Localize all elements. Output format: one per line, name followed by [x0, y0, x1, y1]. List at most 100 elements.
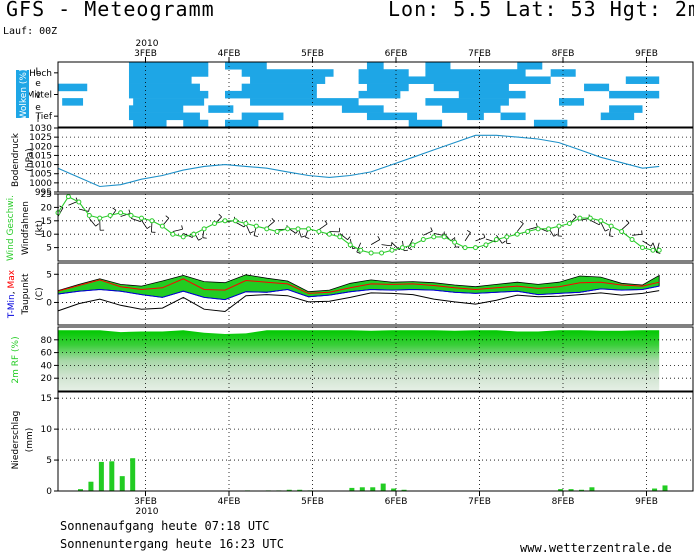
- wind-speed-point: [630, 238, 634, 242]
- wind-barb: [151, 222, 152, 232]
- x-tick-label-bottom: 9FEB: [635, 497, 658, 507]
- wind-barb: [465, 233, 470, 241]
- wind-speed-point: [484, 243, 488, 247]
- wind-speed-point: [400, 246, 404, 250]
- x-tick-label-bottom: 6FEB: [385, 497, 408, 507]
- wind-speed-point: [307, 227, 311, 231]
- pressure-line: [58, 135, 659, 186]
- cloud-cell: [409, 120, 442, 128]
- wind-speed-point: [599, 219, 603, 223]
- wind-barb: [476, 237, 485, 240]
- x-tick-label-bottom: 3FEB: [134, 497, 157, 507]
- wind-barb: [423, 231, 432, 235]
- wind-speed-point: [369, 251, 373, 255]
- y-tick-label: 0: [46, 298, 52, 308]
- wind-barb: [68, 201, 77, 205]
- y-tick-label: 60: [41, 349, 53, 359]
- y-tick-label: 15: [41, 394, 52, 404]
- wind-barb-flag: [467, 230, 470, 232]
- cloud-cell: [225, 62, 267, 70]
- precip-bar: [360, 487, 365, 491]
- wind-barb: [142, 220, 148, 228]
- cloud-cell: [359, 69, 409, 77]
- cloud-cover-layer: [58, 62, 659, 127]
- cloud-cell: [609, 105, 642, 113]
- cloud-cell: [183, 120, 208, 128]
- x-axis-year-bottom: 2010: [136, 507, 159, 517]
- cloud-cell: [626, 76, 659, 84]
- y-tick-label: 5: [46, 456, 52, 466]
- wind-barb-flag: [89, 208, 90, 212]
- precip-ylabel: Niederschlag: [11, 411, 21, 470]
- wind-speed-point: [620, 230, 624, 234]
- pressure-ylabel: Bodendruck: [11, 132, 21, 187]
- wind-barb-flag: [129, 210, 130, 214]
- wind-barb-flag: [147, 226, 150, 228]
- wind-speed-point: [119, 211, 123, 215]
- wind-speed-point: [317, 230, 321, 234]
- y-tick-label: 40: [41, 361, 53, 371]
- y-tick-label: 0: [46, 487, 52, 497]
- wind-speed-point: [338, 235, 342, 239]
- wind-speed-point: [567, 221, 571, 225]
- wind-speed-point: [223, 219, 227, 223]
- precip-bar: [120, 476, 125, 491]
- x-tick-label-bottom: 8FEB: [552, 497, 575, 507]
- dewpoint-ylabel: Taupunkt: [21, 273, 31, 316]
- wind-speed-point: [213, 221, 217, 225]
- wind-barb-flag: [182, 225, 183, 229]
- wind-barb-flag: [404, 250, 408, 251]
- wind-barb-flag: [408, 248, 412, 250]
- cloud-cell: [58, 84, 87, 92]
- cloud-cell: [367, 113, 417, 121]
- wind-speed-point: [150, 219, 154, 223]
- wind-speed-point: [474, 246, 478, 250]
- pressure-unit: (hPa): [25, 148, 35, 171]
- cloud-cell: [208, 105, 233, 113]
- cloud-cell: [501, 113, 526, 121]
- cloud-cell: [517, 62, 542, 70]
- y-tick-label: 5: [46, 244, 52, 254]
- cloud-cell: [342, 105, 384, 113]
- wind-speed-point: [275, 230, 279, 234]
- wind-barb: [89, 218, 95, 226]
- wind-speed-point: [421, 238, 425, 242]
- cloud-cell: [359, 91, 401, 99]
- wind-speed-point: [327, 232, 331, 236]
- cloud-cell: [442, 105, 500, 113]
- x-tick-label-bottom: 5FEB: [301, 497, 324, 507]
- wind-speed-point: [66, 195, 70, 199]
- wind-barb-flag: [203, 238, 207, 239]
- wind-speed-point: [233, 219, 237, 223]
- wind-barb: [371, 240, 380, 245]
- cloud-cell: [242, 69, 334, 77]
- panel-frame: [58, 194, 693, 261]
- sunrise-text: Sonnenaufgang heute 07:18 UTC: [60, 519, 270, 533]
- wind-barb: [632, 234, 642, 235]
- wind-speed-point: [129, 213, 133, 217]
- precip-bar: [88, 482, 93, 491]
- y-tick-label: 20: [41, 374, 53, 384]
- wind-barb: [79, 209, 89, 211]
- level-axis-letter: e: [35, 103, 41, 113]
- wind-barb-flag: [113, 208, 116, 210]
- cloud-cell: [129, 76, 192, 84]
- wind-barb-flag: [573, 214, 576, 217]
- x-tick-label-bottom: 4FEB: [218, 497, 241, 507]
- y-tick-label: 10: [41, 425, 53, 435]
- temperature-ylabel-part: T-: [7, 310, 17, 319]
- cloud-cell: [601, 113, 634, 121]
- wind-barb: [131, 218, 140, 221]
- wind-speed-point: [515, 232, 519, 236]
- cloud-cell: [129, 91, 208, 99]
- precip-bar: [99, 462, 104, 491]
- cloud-cell: [225, 120, 258, 128]
- wind-speed-point: [77, 200, 81, 204]
- wind-speed-point: [202, 227, 206, 231]
- panel-frame: [58, 392, 693, 491]
- precip-bar: [370, 487, 375, 491]
- cloud-cell: [467, 113, 484, 121]
- wind-barb-flag: [536, 223, 537, 227]
- wind-speed-point: [588, 216, 592, 220]
